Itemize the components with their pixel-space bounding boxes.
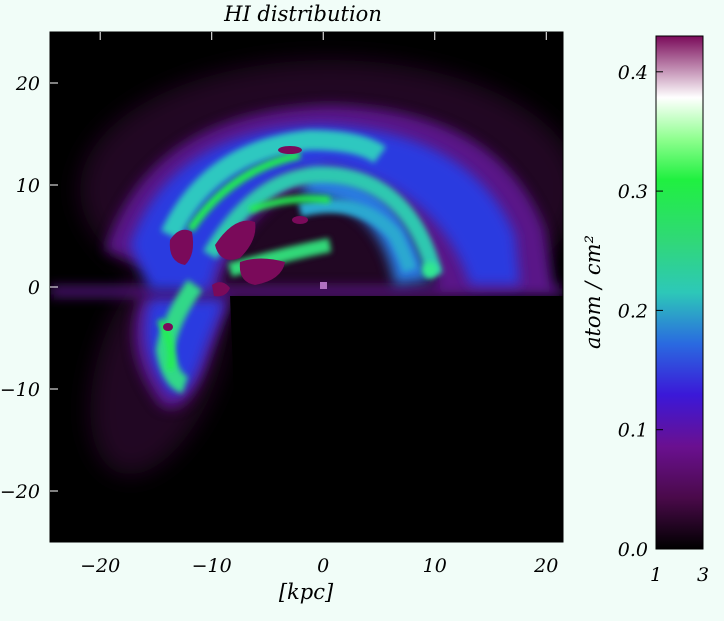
- y-tick-label: 20: [15, 73, 40, 95]
- y-tick-label: −10: [0, 379, 40, 401]
- colorbar-tick-label: 0.0: [618, 539, 648, 561]
- x-tick-label: 10: [423, 555, 447, 577]
- x-tick-label: 0: [317, 555, 329, 577]
- y-tick-label: 0: [28, 277, 40, 299]
- colorbar-tick-label: 0.3: [618, 181, 648, 203]
- green-highlights: [156, 151, 438, 371]
- colorbar-frame: [655, 35, 704, 550]
- high-density-knots: [163, 146, 327, 331]
- colorbar-bottom-label-right: 3: [697, 564, 709, 586]
- colorbar-gradient: [656, 36, 703, 549]
- colorbar-tick-label: 0.2: [618, 300, 648, 322]
- y-tick-label: 10: [16, 175, 40, 197]
- x-tick-label: −20: [80, 555, 120, 577]
- cyan-arms: [155, 129, 443, 394]
- y-axis: 20 10 0 −10 −20: [0, 73, 58, 503]
- x-tick-label: 20: [533, 555, 558, 577]
- colorbar: 0.4 0.3 0.2 0.1 0.0 atom / cm² 1 3: [581, 35, 709, 586]
- heatmap-plot: [49, 31, 564, 543]
- y-tick-label: −20: [0, 481, 40, 503]
- colorbar-tick-label: 0.1: [618, 420, 648, 442]
- x-axis-label: [kpc]: [279, 580, 334, 604]
- colorbar-tick-label: 0.4: [618, 62, 648, 84]
- colorbar-bottom-label-left: 1: [650, 564, 662, 586]
- x-tick-label: −10: [192, 555, 232, 577]
- chart-title: HI distribution: [223, 2, 382, 26]
- colorbar-label: atom / cm²: [581, 235, 605, 349]
- masked-region: [230, 296, 563, 542]
- x-axis: −20 −10 0 10 20: [80, 32, 558, 577]
